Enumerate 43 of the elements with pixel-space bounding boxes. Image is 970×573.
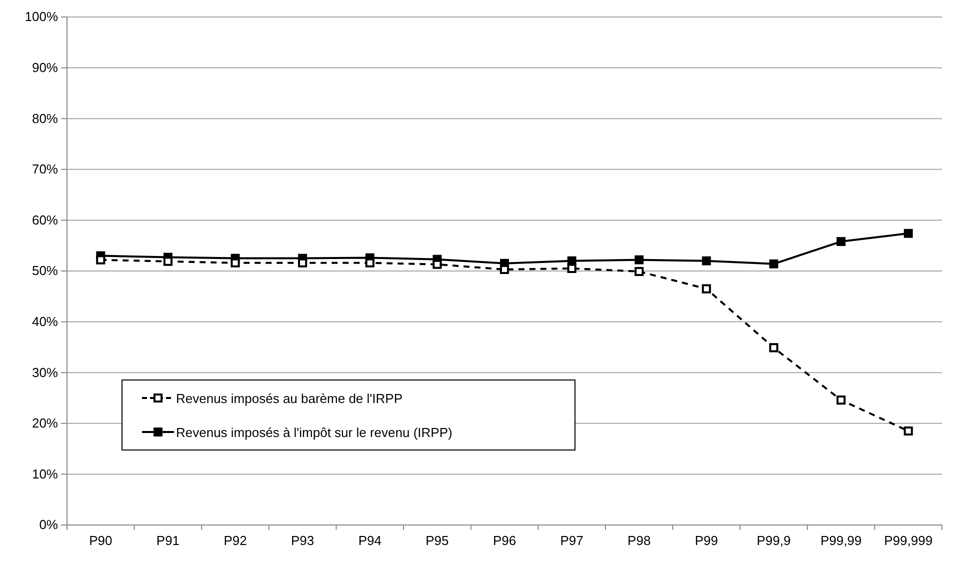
legend-label: Revenus imposés au barème de l'IRPP — [176, 391, 402, 406]
point — [702, 256, 711, 266]
y-tick-label: 20% — [32, 416, 58, 431]
y-tick-label: 50% — [32, 263, 58, 278]
point — [769, 259, 778, 268]
point — [365, 258, 374, 268]
point — [634, 266, 644, 276]
x-tick-label: P93 — [291, 532, 314, 548]
point — [836, 237, 846, 246]
point — [432, 260, 442, 269]
point — [567, 264, 576, 273]
x-tick-label: P95 — [426, 532, 449, 548]
x-tick-label: P99,999 — [884, 532, 933, 548]
point — [634, 255, 644, 264]
y-tick-label: 100% — [24, 9, 58, 24]
x-tick-label: P94 — [358, 532, 382, 548]
x-tick-label: P92 — [224, 532, 247, 548]
y-tick-label: 40% — [32, 314, 58, 329]
y-tick-label: 0% — [39, 517, 58, 532]
x-tick-label: P90 — [89, 532, 112, 548]
y-tick-label: 70% — [32, 162, 58, 177]
y-tick-label: 90% — [32, 60, 58, 75]
point — [702, 284, 711, 294]
y-tick-label: 80% — [32, 110, 58, 126]
y-tick-label: 30% — [32, 364, 58, 380]
point — [769, 343, 778, 352]
point — [836, 395, 846, 405]
x-tick-label: P91 — [156, 532, 180, 548]
x-tick-label: P98 — [628, 532, 651, 548]
x-tick-label: P99,99 — [820, 532, 862, 548]
point — [500, 264, 510, 274]
x-tick-label: P97 — [560, 532, 584, 548]
x-tick-label: P99 — [694, 532, 718, 548]
point — [904, 426, 913, 436]
point — [904, 228, 913, 238]
point — [96, 255, 106, 264]
point — [298, 258, 308, 268]
x-tick-label: P96 — [492, 532, 516, 548]
y-tick-label: 60% — [32, 212, 58, 228]
legend-label: Revenus imposés à l'impôt sur le revenu (IRPP) — [176, 425, 452, 440]
y-tick-label: 10% — [32, 466, 58, 482]
x-tick-label: P99,9 — [756, 532, 791, 548]
point — [230, 258, 240, 268]
